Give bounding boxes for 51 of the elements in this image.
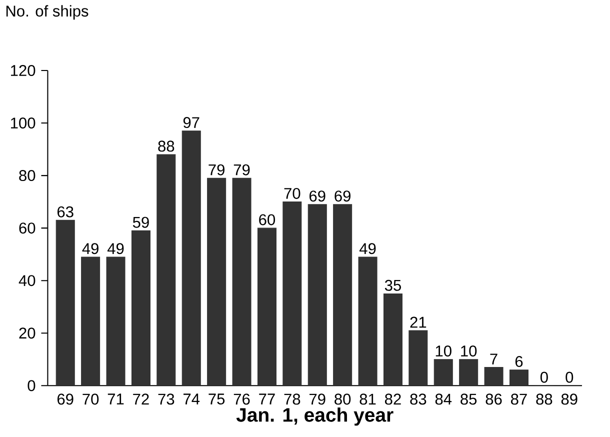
x-tick-label: 85 [460, 394, 477, 405]
x-tick-label: 74 [184, 394, 200, 404]
y-tick-label: 20 [19, 328, 36, 339]
x-tick-label: 77 [259, 394, 275, 404]
x-axis-title: Jan. 1, each year [236, 407, 394, 426]
data-label: 21 [410, 316, 426, 328]
x-tick-label: 84 [435, 394, 452, 405]
x-tick-label: 70 [82, 394, 99, 405]
x-tick-label: 76 [234, 394, 250, 405]
x-tick-label: 83 [410, 394, 426, 405]
data-label: 97 [183, 116, 200, 128]
data-label: 79 [234, 164, 250, 176]
x-tick-label: 79 [310, 394, 326, 405]
data-label: 6 [515, 356, 523, 367]
x-tick-label: 72 [133, 394, 149, 404]
data-label: 10 [461, 345, 477, 356]
data-label: 69 [334, 190, 350, 202]
y-axis-title: No. of ships [6, 5, 88, 20]
y-tick-label: 120 [11, 64, 36, 76]
data-label: 70 [284, 188, 300, 199]
x-tick-label: 82 [384, 394, 401, 405]
x-tick-label: 87 [511, 394, 527, 405]
data-label: 60 [259, 214, 276, 226]
x-tick-label: 89 [561, 394, 578, 405]
data-label: 49 [82, 243, 98, 254]
data-label: 79 [208, 164, 224, 176]
x-tick-label: 71 [108, 394, 124, 404]
y-tick-label: 100 [11, 117, 36, 128]
y-tick-label: 80 [19, 170, 36, 181]
data-label: 49 [359, 243, 376, 254]
x-tick-label: 75 [208, 394, 225, 404]
data-label: 35 [384, 280, 401, 291]
y-tick-label: 40 [18, 275, 36, 286]
x-tick-label: 73 [158, 394, 174, 405]
data-label: 7 [490, 354, 498, 364]
data-label: 88 [158, 140, 174, 152]
x-tick-label: 80 [334, 394, 351, 405]
data-label: 69 [310, 190, 326, 202]
data-label: 0 [566, 372, 574, 383]
data-label: 59 [132, 216, 149, 228]
data-label: 49 [107, 243, 124, 254]
data-label: 10 [436, 345, 452, 356]
x-tick-label: 86 [486, 394, 502, 405]
data-label: 63 [58, 206, 74, 218]
data-label: 0 [540, 372, 548, 383]
x-tick-label: 88 [536, 394, 552, 405]
x-tick-label: 81 [360, 394, 376, 405]
y-tick-label: 0 [28, 380, 36, 392]
x-tick-label: 78 [284, 394, 300, 405]
x-tick-label: 69 [58, 394, 74, 405]
y-tick-label: 60 [19, 222, 36, 234]
